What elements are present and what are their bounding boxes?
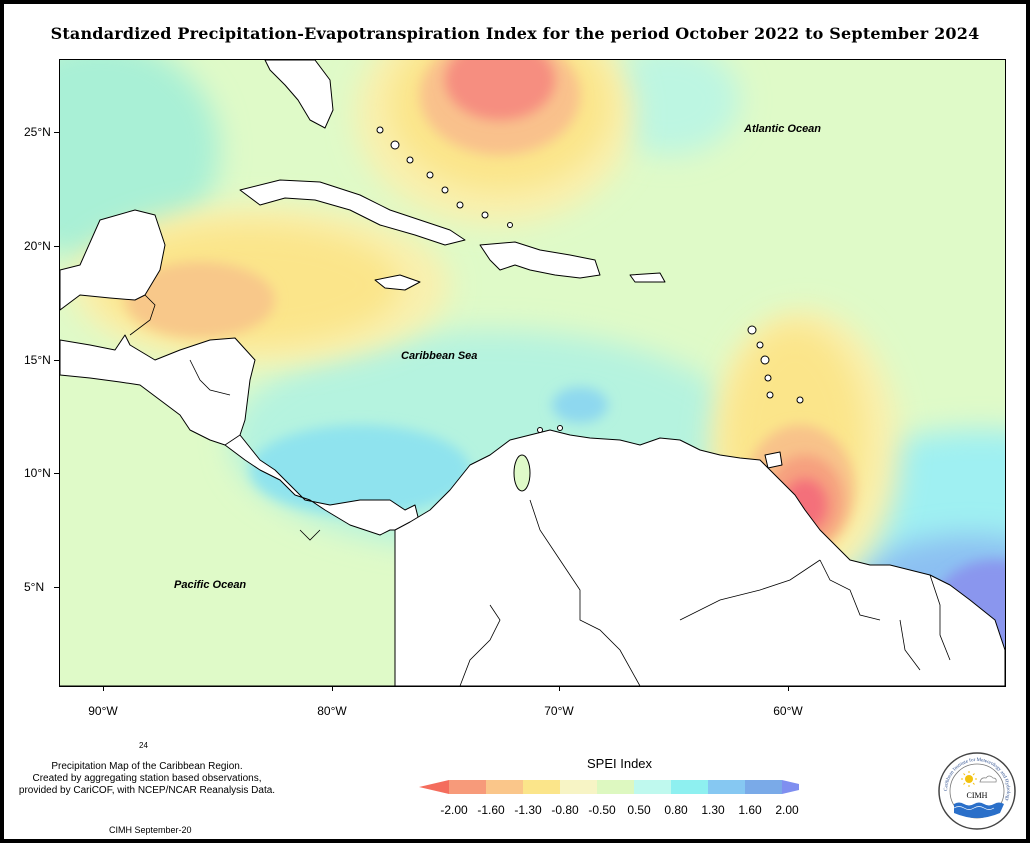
caption-line-2: Created by aggregating station based obs… [32, 773, 262, 784]
land-island [456, 201, 464, 209]
lat-label-20n: 20°N [24, 239, 51, 253]
spei-zone-west-drier [125, 262, 275, 338]
credit-text: CIMH September-20 [109, 825, 192, 835]
land-jamaica [374, 274, 421, 291]
land-island [760, 355, 770, 365]
legend-tick: -1.60 [477, 803, 505, 817]
legend-swatch [671, 780, 708, 794]
land-trinidad [764, 451, 783, 469]
land-island [537, 427, 543, 433]
map-caption: Precipitation Map of the Caribbean Regio… [12, 761, 282, 797]
spei-zone-atlantic-wet [600, 60, 740, 155]
lon-tick [559, 686, 560, 691]
land-hispaniola [479, 241, 601, 279]
pacific-ocean-label: Pacific Ocean [174, 579, 247, 591]
lon-tick [788, 686, 789, 691]
legend-tick: 1.60 [738, 803, 762, 817]
land-island [390, 140, 400, 150]
legend-tick: -0.50 [588, 803, 616, 817]
lat-tick [54, 360, 59, 361]
lon-tick [332, 686, 333, 691]
spei-zone-bahamas-driest [445, 60, 555, 120]
caribbean-sea-label: Caribbean Sea [401, 350, 478, 362]
country-borders [129, 294, 951, 686]
legend-swatch [745, 780, 782, 794]
map-page: Standardized Precipitation-Evapotranspir… [4, 4, 1026, 839]
land-south-america [60, 429, 1005, 686]
cimh-logo: CIMH Caribbean Institute for Meteorology… [938, 752, 1016, 830]
land-island [766, 391, 774, 399]
spei-zone-panama-wet [250, 425, 470, 515]
lake-maracaibo [513, 454, 531, 492]
legend-swatch [708, 780, 745, 794]
legend-ticks: -2.00 -1.60 -1.30 -0.80 -0.50 0.50 0.80 … [424, 803, 804, 817]
map-title: Standardized Precipitation-Evapotranspir… [50, 24, 980, 43]
logo-acronym: CIMH [967, 791, 988, 800]
legend-swatch [486, 780, 523, 794]
map-frame [59, 59, 1006, 687]
legend-tick: 1.30 [701, 803, 725, 817]
caption-line-3: provided by CariCOF, with NCEP/NCAR Rean… [18, 785, 276, 796]
lon-label-60w: 60°W [773, 704, 803, 718]
legend-tick: -2.00 [440, 803, 468, 817]
lat-tick [54, 587, 59, 588]
land-island [764, 374, 772, 382]
lat-tick [54, 473, 59, 474]
lon-tick [103, 686, 104, 691]
land-island [507, 222, 513, 228]
land-florida [264, 60, 334, 129]
lat-label-15n: 15°N [24, 353, 51, 367]
land-island [441, 186, 449, 194]
legend-title: SPEI Index [587, 756, 653, 771]
land-yucatan [60, 209, 166, 311]
land-island [796, 396, 804, 404]
lon-label-70w: 70°W [544, 704, 574, 718]
atlantic-ocean-label: Atlantic Ocean [744, 123, 822, 135]
lat-label-10n: 10°N [24, 466, 51, 480]
spei-map [60, 60, 1005, 686]
land-island [756, 341, 764, 349]
lon-label-90w: 90°W [88, 704, 118, 718]
legend-swatch [449, 780, 486, 794]
legend-tick: 2.00 [775, 803, 799, 817]
lat-label-25n: 25°N [24, 125, 51, 139]
legend-swatch [634, 780, 671, 794]
legend-swatch [597, 780, 634, 794]
land-island [481, 211, 489, 219]
lat-label-5n: 5°N [24, 580, 45, 594]
spei-zone-nw-wet [60, 60, 220, 260]
lon-label-80w: 80°W [317, 704, 347, 718]
land-island [406, 156, 414, 164]
land-cuba [239, 179, 466, 246]
legend-swatch-arrow-left [419, 780, 449, 794]
legend-tick: -0.80 [551, 803, 579, 817]
lat-tick [54, 132, 59, 133]
spei-zone-central-wet [552, 387, 608, 423]
legend-swatch [560, 780, 597, 794]
lat-tick [54, 246, 59, 247]
footer-number: 24 [139, 741, 148, 750]
land-island [426, 171, 434, 179]
legend-colorbar [419, 780, 799, 794]
land-puerto-rico [629, 272, 666, 283]
land-island [557, 425, 563, 431]
legend-tick: -1.30 [514, 803, 542, 817]
legend-swatch-arrow-right [782, 780, 799, 794]
legend-tick: 0.50 [627, 803, 651, 817]
legend-tick: 0.80 [664, 803, 688, 817]
caption-line-1: Precipitation Map of the Caribbean Regio… [51, 761, 243, 772]
legend-swatch [523, 780, 560, 794]
land-island [376, 126, 384, 134]
land-island [747, 325, 757, 335]
